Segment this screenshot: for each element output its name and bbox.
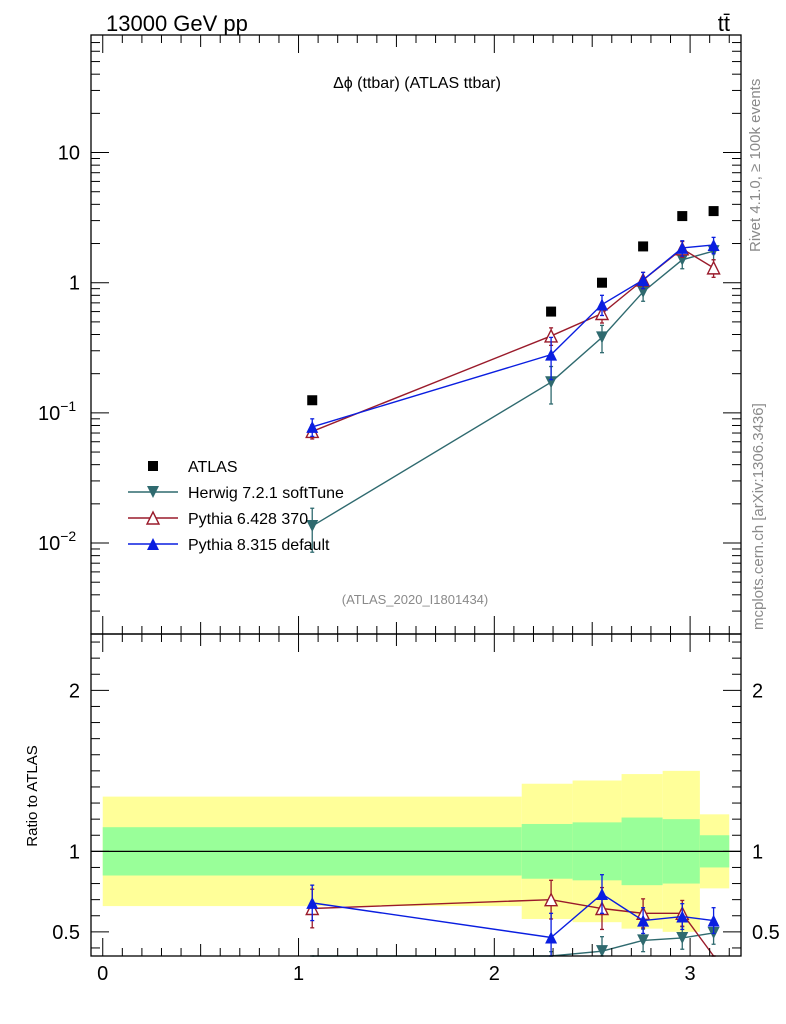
data-point: [306, 896, 319, 909]
legend-item-atlas: ATLAS: [148, 459, 238, 476]
data-point: [545, 348, 558, 361]
data-point: [676, 253, 689, 266]
main-y-axis: 10−2 10−1 1 10: [38, 34, 741, 635]
ratio-y-tick-label-right: 0.5: [752, 922, 780, 944]
energy-label: 13000 GeV pp: [106, 11, 248, 36]
ratio-y-tick-label: 0.5: [52, 922, 80, 944]
series-pythia-8-315-default: [306, 236, 720, 438]
data-point: [676, 241, 689, 254]
ratio-y-tick-label: 1: [69, 841, 80, 863]
legend-marker: [145, 510, 161, 525]
x-tick-label: 2: [489, 963, 500, 985]
data-point: [637, 934, 650, 947]
legend-item-pythia-6-428-370: Pythia 6.428 370: [128, 510, 308, 528]
ratio-axes: 0.5 0.5 1 1 2 2 0 1 2 3: [52, 634, 780, 985]
y-tick-label: 10−2: [38, 528, 76, 555]
x-tick-label: 1: [293, 963, 304, 985]
x-tick-label: 3: [685, 963, 696, 985]
data-point: [707, 914, 720, 927]
data-point: [307, 395, 318, 406]
data-point: [595, 331, 608, 344]
data-point: [595, 888, 608, 901]
legend-marker: [147, 486, 159, 498]
series-line-herwig-7-2-1-softtune: [312, 932, 714, 957]
series-line-herwig-7-2-1-softtune: [311, 250, 714, 527]
data-point: [677, 211, 688, 222]
process-label: tt̄: [718, 11, 730, 36]
data-point: [638, 241, 649, 252]
data-point: [637, 285, 650, 298]
data-point: [545, 931, 558, 944]
data-point: [545, 376, 558, 389]
series-line-pythia-6-428-370: [311, 248, 714, 433]
rivet-label: Rivet 4.1.0, ≥ 100k events: [747, 79, 764, 252]
legend: ATLAS Herwig 7.2.1 softTune Pythia 6.428 3…: [128, 459, 344, 554]
data-point: [676, 910, 689, 923]
legend-item-pythia-8-315-default: Pythia 8.315 default: [128, 537, 330, 554]
data-point: [706, 260, 721, 275]
legend-label: ATLAS: [188, 459, 238, 476]
source-label: mcplots.cern.ch [arXiv:1306.3436]: [750, 403, 767, 630]
y-tick-label: 10: [58, 143, 80, 165]
legend-label: Pythia 6.428 370: [188, 511, 308, 528]
data-point: [306, 420, 319, 433]
ratio-frame: [90, 633, 742, 957]
series-line-pythia-6-428-370: [312, 898, 715, 957]
data-point: [596, 277, 607, 288]
data-point: [637, 914, 650, 927]
data-point: [637, 273, 650, 286]
legend-label: Pythia 8.315 default: [188, 537, 330, 554]
ratio-y-tick-label-right: 1: [752, 841, 763, 863]
data-point: [708, 206, 719, 217]
ratio-ylabel: Ratio to ATLAS: [24, 745, 41, 846]
main-title: Δϕ (ttbar) (ATLAS ttbar): [333, 75, 501, 92]
main-series: [305, 206, 721, 553]
series-line-pythia-8-315-default: [312, 244, 714, 428]
data-point: [595, 298, 608, 311]
y-tick-label: 10−1: [38, 398, 76, 425]
legend-item-herwig-7-2-1-softtune: Herwig 7.2.1 softTune: [128, 485, 344, 502]
data-point: [595, 945, 608, 958]
analysis-label: (ATLAS_2020_I1801434): [342, 592, 488, 607]
legend-marker: [147, 538, 159, 550]
series-line-pythia-8-315-default: [312, 893, 714, 939]
data-point: [306, 520, 319, 533]
series-atlas: [307, 206, 719, 406]
legend-label: Herwig 7.2.1 softTune: [188, 485, 344, 502]
series-pythia-8-315-default: [306, 874, 720, 957]
ratio-y-tick-label-right: 2: [752, 680, 763, 702]
series-herwig-7-2-1-softtune: [306, 242, 720, 553]
ratio-series: [305, 874, 720, 958]
data-point: [676, 931, 689, 944]
x-tick-label: 0: [97, 963, 108, 985]
main-panel: Δϕ (ttbar) (ATLAS ttbar) (ATLAS_2020_I18…: [38, 34, 742, 635]
legend-marker: [148, 461, 158, 471]
data-point: [707, 238, 720, 251]
ratio-y-tick-label: 2: [69, 680, 80, 702]
data-point: [546, 306, 557, 317]
ratio-panel: 0.5 0.5 1 1 2 2 0 1 2 3 Ratio to ATLAS: [24, 633, 780, 985]
data-point: [543, 892, 559, 907]
y-tick-label: 1: [69, 273, 80, 295]
